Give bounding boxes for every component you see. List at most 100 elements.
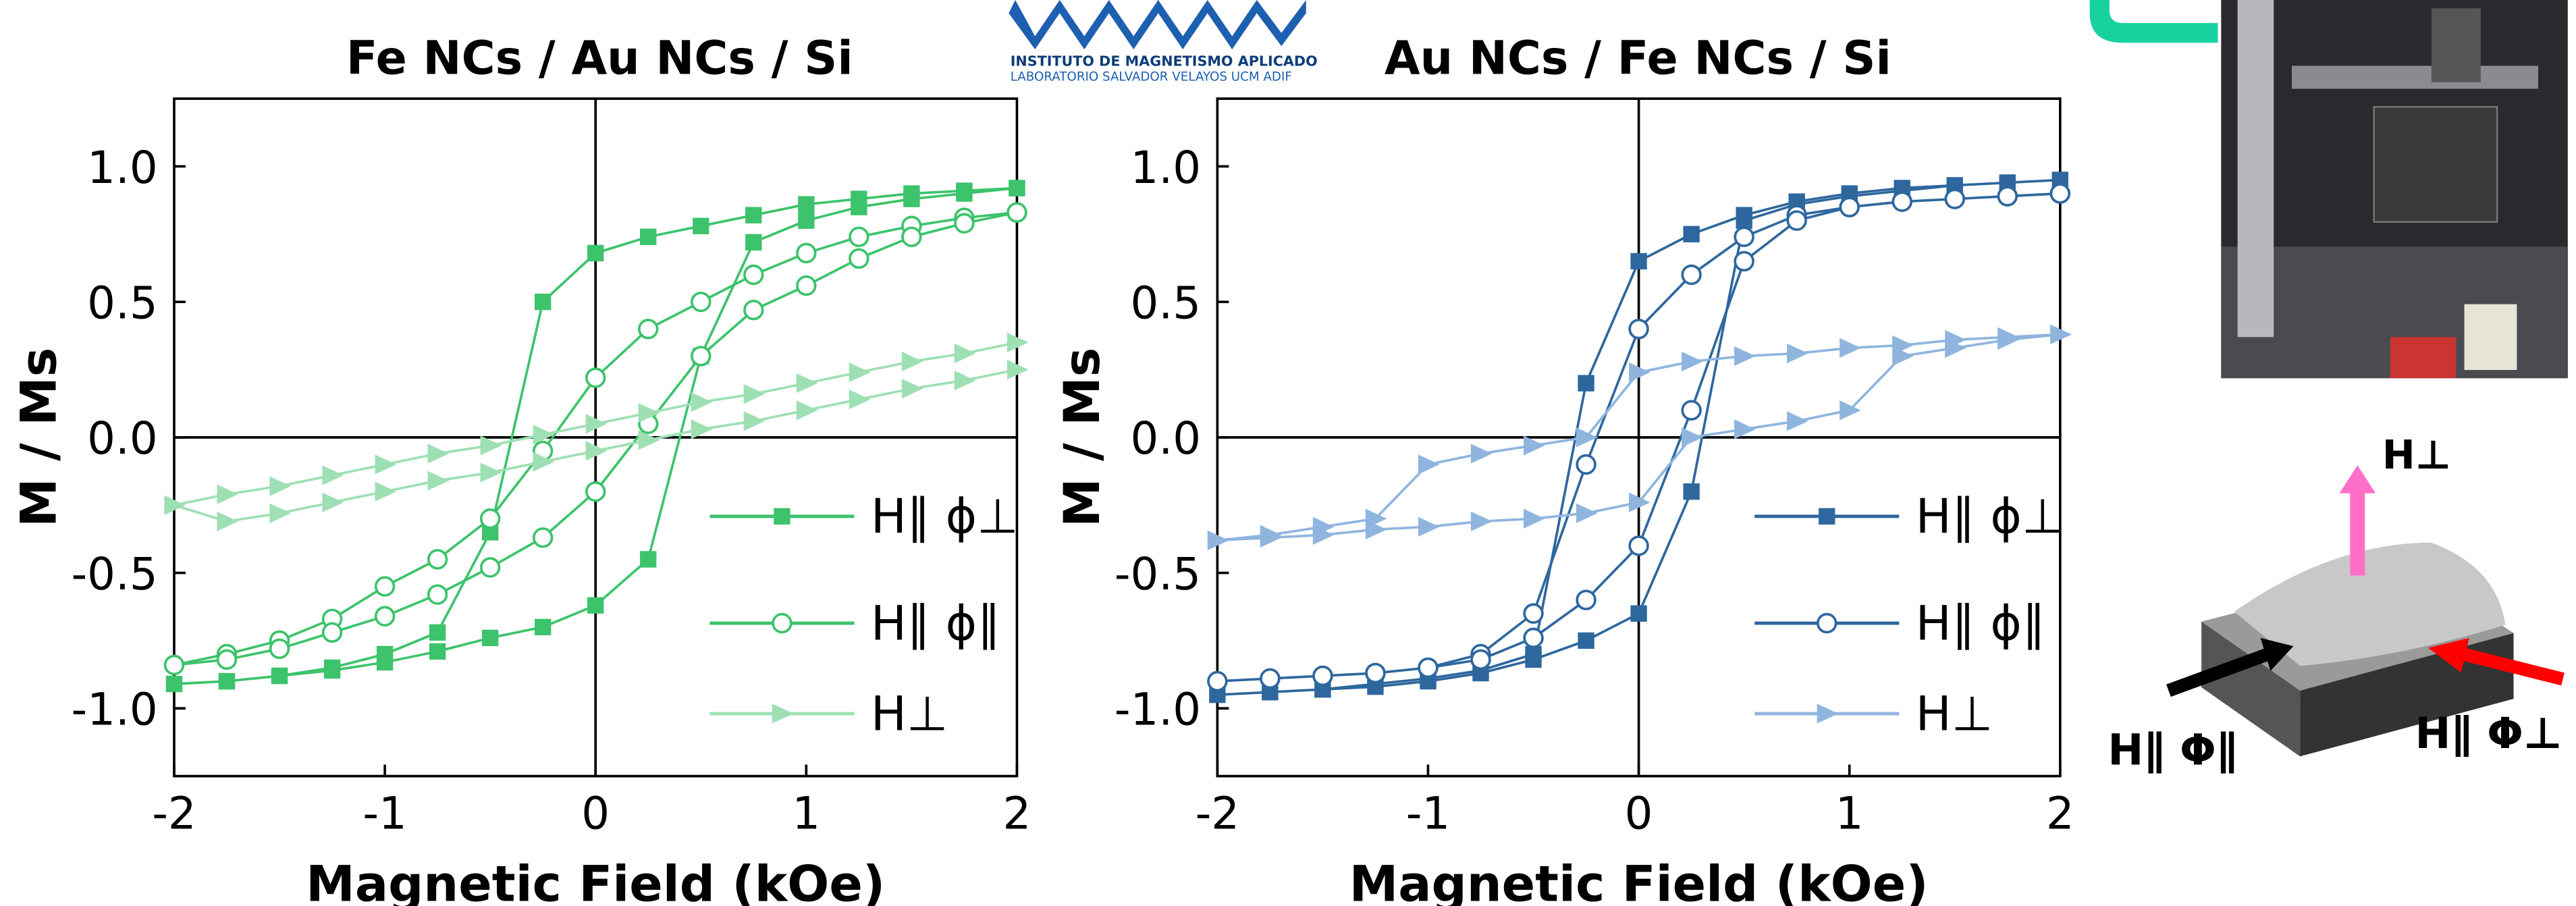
arrow-head (2427, 638, 2469, 673)
marker (427, 444, 450, 464)
x-tick-label: 2 (2046, 788, 2074, 840)
marker (218, 672, 236, 690)
marker (1628, 362, 1651, 383)
marker (429, 643, 446, 660)
y-tick-label: 0.5 (87, 277, 157, 329)
marker (901, 378, 923, 399)
marker (640, 551, 657, 568)
marker (323, 662, 341, 679)
legend-label: H∥ ϕ⊥ (871, 488, 1019, 544)
marker (1945, 338, 1966, 358)
photo-head (2431, 8, 2481, 82)
chart: -2 -1 0 1 2 -1.0 -0.5 0.0 0.5 1.0 Fe NCs / Au NCs … (11, 32, 1031, 906)
marker (480, 435, 502, 456)
marker (743, 299, 764, 321)
marker (638, 319, 659, 340)
marker (1523, 603, 1544, 624)
marker (1628, 492, 1651, 512)
marker (269, 638, 290, 660)
photo-stage (2373, 106, 2498, 223)
marker (1840, 338, 1861, 358)
marker (1365, 519, 1387, 539)
marker (1630, 605, 1647, 622)
y-tick-label: -1.0 (1115, 684, 1201, 736)
marker (533, 452, 555, 472)
marker (1525, 651, 1542, 668)
marker (269, 476, 292, 496)
marker (587, 597, 604, 614)
y-tick-label: -0.5 (71, 548, 157, 600)
marker (1682, 427, 1703, 448)
logo-line: INSTITUTO DE MAGNETISMO APLICADO (1011, 53, 1318, 69)
marker (796, 242, 817, 264)
marker (585, 414, 608, 434)
x-tick-label: 1 (1835, 788, 1864, 840)
sample-side (2201, 621, 2301, 757)
marker (165, 675, 183, 693)
marker (1576, 589, 1596, 610)
y-tick-label: 0.0 (1131, 412, 1201, 464)
legend-marker (1819, 508, 1835, 525)
marker (1312, 525, 1335, 545)
marker (693, 217, 709, 234)
y-tick-label: 1.0 (87, 142, 157, 194)
marker (1470, 444, 1493, 464)
marker (1007, 359, 1029, 380)
marker (849, 226, 869, 248)
legend-label: H∥ ϕ⊥ (1916, 488, 2064, 544)
arrow-head (2339, 465, 2376, 494)
marker (1260, 527, 1282, 548)
marker (745, 234, 762, 251)
diagram-label: H⊥ (2382, 432, 2451, 478)
marker (638, 430, 660, 450)
marker (427, 471, 450, 491)
photo-box (2464, 304, 2517, 371)
legend-label: H⊥ (871, 685, 948, 741)
chart: -2 -1 0 1 2 -1.0 -0.5 0.0 0.5 1.0 Au NCs / Fe NCs … (1054, 32, 2074, 906)
marker (691, 392, 713, 412)
marker (1839, 196, 1860, 217)
legend-marker (772, 612, 793, 634)
marker (1682, 351, 1703, 372)
logo: INSTITUTO DE MAGNETISMO APLICADO LABORAT… (1009, 0, 1318, 84)
marker (1576, 503, 1598, 523)
marker (1683, 225, 1700, 243)
y-tick-label: 1.0 (1131, 142, 1201, 194)
marker (1892, 346, 1914, 367)
marker (480, 462, 502, 483)
legend-label: H⊥ (1916, 685, 1993, 741)
marker (849, 362, 871, 383)
marker (1734, 226, 1754, 248)
marker (691, 291, 712, 313)
marker (1470, 649, 1491, 670)
marker (532, 527, 554, 548)
marker (479, 557, 501, 578)
marker (322, 492, 344, 512)
marker (743, 411, 766, 431)
marker (954, 213, 975, 234)
marker (691, 419, 713, 439)
marker (1787, 411, 1808, 431)
x-tick-label: -1 (363, 788, 407, 840)
legend-label: H∥ ϕ∥ (1916, 595, 2046, 651)
marker (533, 425, 555, 445)
photo-arm (2291, 65, 2539, 89)
marker (481, 629, 499, 647)
marker (851, 198, 867, 215)
marker (1786, 210, 1807, 231)
marker (1630, 252, 1647, 270)
y-tick-label: 0.0 (87, 412, 157, 464)
logo-mark (1009, 0, 1306, 50)
marker (535, 293, 552, 311)
marker (163, 654, 185, 676)
x-tick-label: -2 (152, 788, 196, 840)
marker (796, 373, 818, 394)
marker (535, 618, 552, 636)
marker (479, 508, 501, 529)
marker (1576, 454, 1596, 475)
x-tick-label: 1 (792, 788, 820, 840)
photo-label (2390, 337, 2457, 379)
marker (1734, 419, 1756, 439)
marker (849, 390, 871, 410)
y-axis-label: M / Ms (1054, 348, 1111, 527)
